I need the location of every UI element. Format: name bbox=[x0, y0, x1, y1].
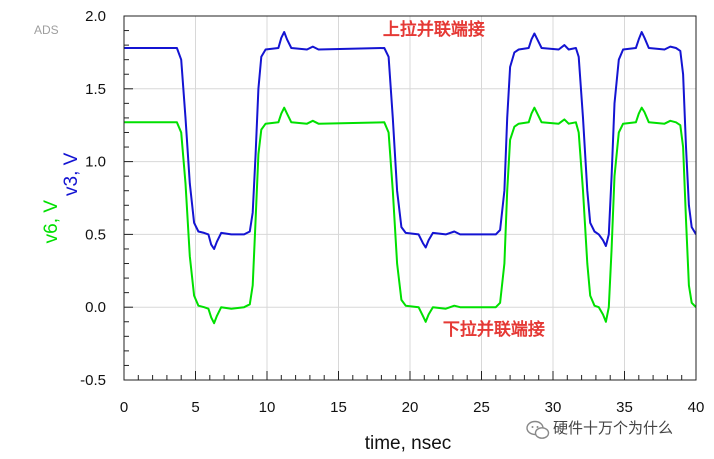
y-axis-ticks bbox=[124, 15, 133, 381]
x-tick-label: 25 bbox=[473, 399, 490, 416]
x-tick-label: 35 bbox=[616, 399, 633, 416]
x-axis-tick-labels: 0 5 10 15 20 25 30 35 40 bbox=[120, 399, 705, 416]
x-tick-label: 20 bbox=[402, 399, 419, 416]
series-layer bbox=[124, 31, 696, 325]
x-tick-label: 10 bbox=[259, 399, 276, 416]
y-tick-label: 1.5 bbox=[85, 81, 106, 98]
annotation-label: 上拉并联端接 bbox=[383, 19, 485, 40]
watermark: 硬件十万个为什么 bbox=[526, 419, 673, 439]
x-axis-title: time, nsec bbox=[365, 433, 452, 454]
x-tick-label: 30 bbox=[545, 399, 562, 416]
series-line-v3 bbox=[124, 31, 696, 250]
watermark-text: 硬件十万个为什么 bbox=[553, 419, 673, 437]
series-line-v6 bbox=[124, 106, 696, 325]
y-tick-label: 0.0 bbox=[85, 299, 106, 316]
x-tick-label: 5 bbox=[191, 399, 199, 416]
x-tick-label: 40 bbox=[688, 399, 705, 416]
y-tick-label: 0.5 bbox=[85, 226, 106, 243]
y-axis-tick-labels: -0.5 0.0 0.5 1.0 1.5 2.0 bbox=[80, 8, 106, 389]
y-axis-title-v3: v3, V bbox=[61, 152, 82, 196]
annotation-label: 下拉并联端接 bbox=[443, 319, 545, 340]
x-tick-label: 0 bbox=[120, 399, 128, 416]
y-tick-label: 1.0 bbox=[85, 154, 106, 171]
ads-tag: ADS bbox=[34, 23, 59, 37]
y-tick-label: -0.5 bbox=[80, 372, 106, 389]
y-axis-title-v6: v6, V bbox=[41, 200, 62, 244]
y-tick-label: 2.0 bbox=[85, 8, 106, 25]
x-tick-label: 15 bbox=[330, 399, 347, 416]
y-axis-title: v6, V v3, V bbox=[41, 152, 82, 243]
wechat-logo-icon bbox=[526, 420, 550, 439]
x-axis-ticks bbox=[123, 371, 697, 380]
